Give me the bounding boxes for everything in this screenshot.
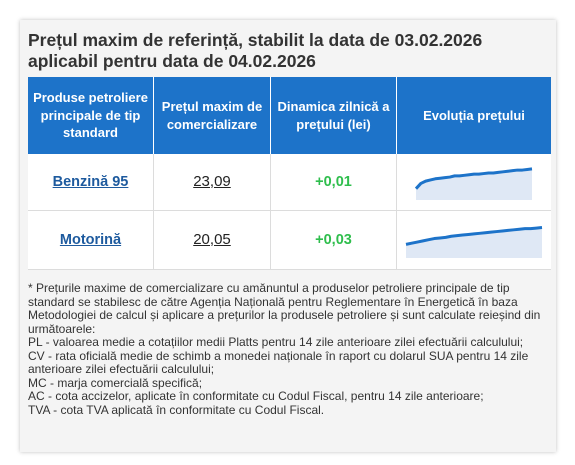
table-row: Benzină 95 23,09 +0,01 <box>28 154 551 211</box>
product-link-benzina-95[interactable]: Benzină 95 <box>52 174 129 190</box>
note-intro: * Prețurile maxime de comercializare cu … <box>28 281 541 336</box>
change-value: +0,01 <box>315 174 352 190</box>
trend-sparkline-benzina-95 <box>414 167 533 200</box>
trend-line <box>405 225 543 246</box>
header-change: Dinamica zilnică a prețului (lei) <box>271 77 397 154</box>
prices-table: Produse petroliere principale de tip sta… <box>28 77 551 270</box>
trend-area <box>416 168 532 200</box>
header-product: Produse petroliere principale de tip sta… <box>28 77 154 154</box>
table-header-row: Produse petroliere principale de tip sta… <box>28 77 551 154</box>
note-cv: CV - rata oficială medie de schimb a mon… <box>28 348 529 376</box>
price-value: 20,05 <box>193 231 231 248</box>
header-price: Prețul maxim de comercializare <box>154 77 271 154</box>
note-tva: TVA - cota TVA aplicată în conformitate … <box>28 402 325 417</box>
title-line-1: Prețul maxim de referință, stabilit la d… <box>28 30 483 50</box>
table-row: Motorină 20,05 +0,03 <box>28 211 551 270</box>
price-value: 23,09 <box>193 173 231 190</box>
note-pl: PL - valoarea medie a cotațiilor medii P… <box>28 335 524 349</box>
title-line-2: aplicabil pentru data de 04.02.2026 <box>28 51 316 71</box>
trend-area <box>406 227 542 258</box>
note-ac: AC - cota accizelor, aplicate în conform… <box>28 389 484 403</box>
change-value: +0,03 <box>315 232 352 248</box>
methodology-notes: * Prețurile maxime de comercializare cu … <box>28 281 548 417</box>
header-trend: Evoluția prețului <box>397 77 551 154</box>
trend-sparkline-motorina <box>405 225 543 258</box>
price-card: Prețul maxim de referință, stabilit la d… <box>20 20 556 452</box>
trend-line <box>414 167 533 190</box>
page-title: Prețul maxim de referință, stabilit la d… <box>28 30 548 72</box>
note-mc: MC - marja comercială specifică; <box>28 375 203 390</box>
product-link-motorina[interactable]: Motorină <box>59 232 122 248</box>
